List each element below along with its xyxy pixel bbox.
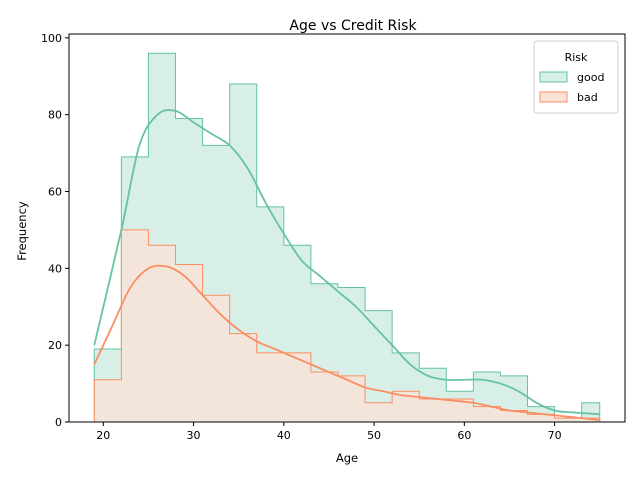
y-axis-label: Frequency <box>15 201 29 261</box>
x-axis: 20 30 40 50 60 70 <box>96 422 562 442</box>
y-tick-label: 0 <box>55 416 62 429</box>
legend-swatch-bad <box>539 91 568 103</box>
chart-title: Age vs Credit Risk <box>289 18 417 34</box>
x-tick-label: 50 <box>367 429 381 442</box>
x-tick-label: 70 <box>548 429 562 442</box>
plot-frame <box>68 33 626 423</box>
legend-title: Risk <box>565 51 588 64</box>
x-axis-label: Age <box>336 451 358 465</box>
histogram-bad <box>93 229 601 423</box>
legend-label-good: good <box>577 71 604 84</box>
y-tick-label: 100 <box>41 32 62 45</box>
x-tick-label: 30 <box>187 429 201 442</box>
y-tick-label: 80 <box>48 109 62 122</box>
legend-swatch-good <box>539 71 568 83</box>
plot-area <box>68 33 626 423</box>
kde-line-bad <box>93 264 600 421</box>
y-tick-label: 60 <box>48 186 62 199</box>
x-tick-label: 60 <box>457 429 471 442</box>
y-tick-label: 40 <box>48 262 62 275</box>
y-axis: 0 20 40 60 80 100 <box>41 32 69 429</box>
x-tick-label: 40 <box>277 429 291 442</box>
legend: Risk good bad <box>533 40 619 114</box>
x-tick-label: 20 <box>96 429 110 442</box>
kde-line-good <box>93 109 600 416</box>
legend-label-bad: bad <box>577 91 598 104</box>
y-tick-label: 20 <box>48 339 62 352</box>
